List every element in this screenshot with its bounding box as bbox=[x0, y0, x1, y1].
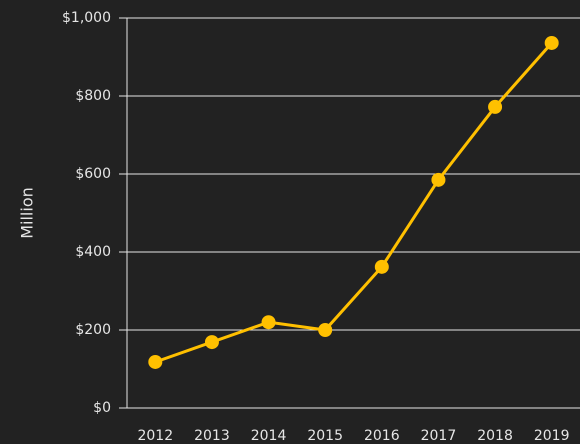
data-point bbox=[431, 172, 446, 187]
x-tick-label: 2013 bbox=[194, 428, 230, 444]
data-point bbox=[488, 99, 503, 114]
y-tick-label: $1,000 bbox=[62, 10, 111, 26]
x-tick-label: 2019 bbox=[534, 428, 570, 444]
y-tick-label: $600 bbox=[75, 166, 111, 182]
y-tick-label: $0 bbox=[93, 400, 111, 416]
y-tick-label: $400 bbox=[75, 244, 111, 260]
series-line bbox=[154, 41, 553, 364]
data-point bbox=[148, 354, 163, 369]
x-tick-label: 2017 bbox=[421, 428, 457, 444]
x-tick-label: 2016 bbox=[364, 428, 400, 444]
y-tick-label: $800 bbox=[75, 88, 111, 104]
x-tick-label: 2018 bbox=[477, 428, 513, 444]
data-point bbox=[204, 335, 219, 350]
data-point bbox=[544, 35, 559, 50]
x-tick-label: 2012 bbox=[137, 428, 173, 444]
data-point bbox=[261, 315, 276, 330]
data-point bbox=[318, 323, 333, 337]
data-point bbox=[374, 259, 389, 274]
x-tick-label: 2015 bbox=[307, 428, 343, 444]
x-tick-label: 2014 bbox=[251, 428, 287, 444]
y-tick-label: $200 bbox=[75, 322, 111, 338]
y-axis-title: Million bbox=[18, 187, 37, 239]
